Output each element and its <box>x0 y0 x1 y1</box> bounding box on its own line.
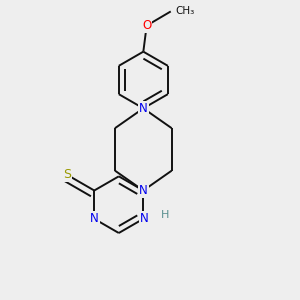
Text: N: N <box>90 212 99 225</box>
Text: CH₃: CH₃ <box>176 6 195 16</box>
Text: H: H <box>161 211 169 220</box>
Text: O: O <box>142 19 151 32</box>
Text: S: S <box>63 168 71 182</box>
Text: N: N <box>140 212 149 225</box>
Text: N: N <box>139 184 148 197</box>
Text: N: N <box>139 102 148 115</box>
